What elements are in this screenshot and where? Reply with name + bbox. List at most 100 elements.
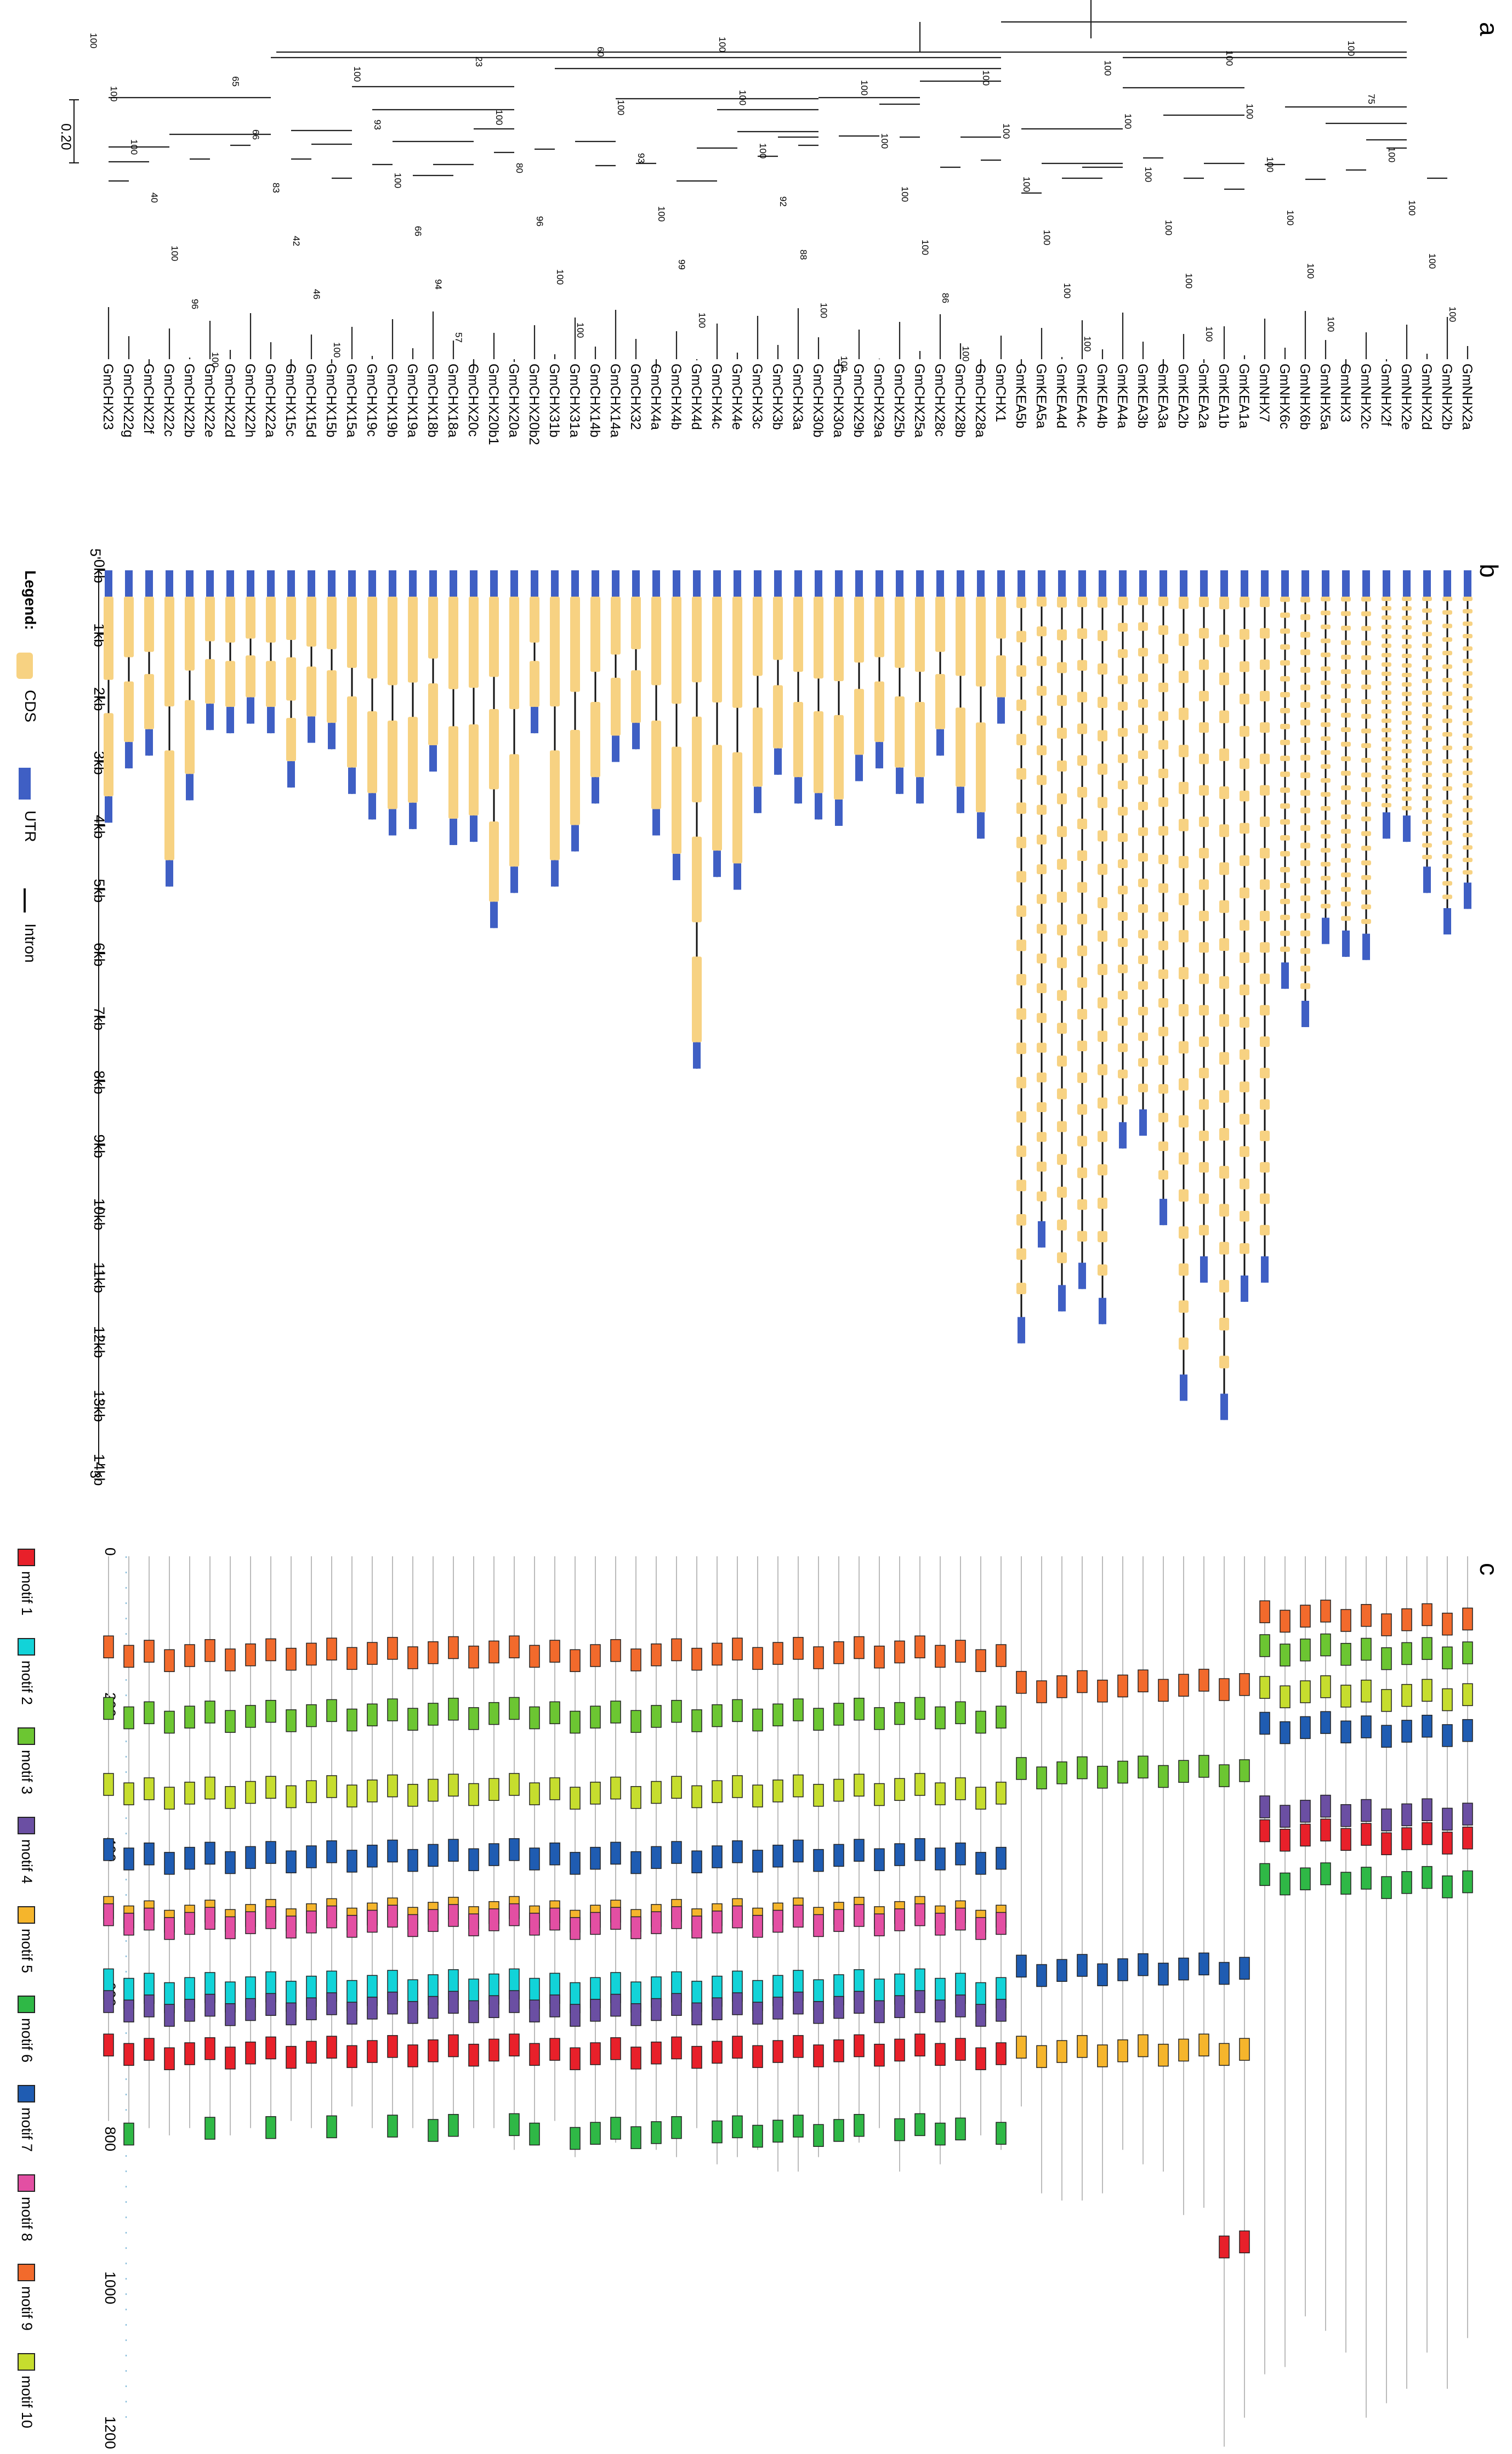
taxon-label: GmNHX3 xyxy=(1338,364,1353,422)
cds-exon xyxy=(1199,597,1209,608)
cds-exon xyxy=(1280,724,1290,729)
bootstrap-value: 100 xyxy=(1021,177,1032,192)
cds-exon xyxy=(1422,632,1432,637)
gene-model xyxy=(915,570,925,804)
motif-block xyxy=(914,1838,925,1861)
cds-exon xyxy=(1422,620,1432,625)
motif-block xyxy=(975,1649,986,1673)
utr-5 xyxy=(429,570,437,597)
protein-track xyxy=(1320,1556,1331,2331)
gene-model xyxy=(1382,570,1391,839)
motif-block xyxy=(874,1913,885,1936)
cds-exon xyxy=(1361,670,1371,675)
utr-5 xyxy=(1058,570,1066,597)
motif-block xyxy=(1117,1958,1128,1981)
gene-axis-tick-label: 14kb xyxy=(91,1454,107,1486)
bootstrap-value: 100 xyxy=(1224,50,1235,66)
utr-3 xyxy=(166,860,173,887)
motif-block xyxy=(1077,1670,1088,1693)
cds-exon xyxy=(1240,887,1249,899)
cds-exon xyxy=(1463,758,1473,763)
cds-exon xyxy=(205,597,215,642)
gene-model xyxy=(1158,570,1168,1226)
motif-block xyxy=(1259,1863,1270,1886)
cds-exon xyxy=(509,754,519,867)
panel-a-tree: 0.20100100100401009610065668342461001009… xyxy=(58,0,1475,445)
cds-exon xyxy=(1382,634,1391,639)
taxon-label: GmCHX30b xyxy=(810,364,826,438)
motif-block xyxy=(326,2036,337,2059)
protein-track xyxy=(1036,1556,1047,2194)
utr-3 xyxy=(1261,1256,1269,1283)
gene-model xyxy=(509,570,519,893)
cds-exon xyxy=(1098,964,1107,976)
cds-exon xyxy=(1077,1040,1087,1052)
motif-block xyxy=(894,2038,905,2062)
cds-exon xyxy=(1158,854,1168,865)
utr-3 xyxy=(1018,1317,1025,1344)
cds-exon xyxy=(1158,969,1168,979)
motif-block xyxy=(996,2122,1007,2145)
utr-5 xyxy=(450,570,457,597)
utr-5 xyxy=(1281,570,1289,597)
cds-exon xyxy=(1077,723,1087,734)
motif-block xyxy=(772,1909,783,1933)
motif-block xyxy=(1158,1679,1169,1702)
cds-exon xyxy=(1442,745,1452,750)
taxon-label: GmCHX20c xyxy=(465,364,481,437)
cds-exon xyxy=(1422,831,1432,836)
cds-exon xyxy=(1361,655,1371,660)
motif-block xyxy=(1280,1685,1291,1709)
utr-3 xyxy=(1301,1000,1309,1027)
motif-block xyxy=(874,1783,885,1806)
cds-exon xyxy=(1321,876,1331,881)
utr-5 xyxy=(957,570,964,597)
cds-exon xyxy=(1280,835,1290,841)
motif-block xyxy=(1340,1828,1351,1851)
motif-legend-swatch xyxy=(18,1817,35,1834)
motif-block xyxy=(996,2042,1007,2065)
cds-exon xyxy=(1057,826,1067,837)
motif-block xyxy=(265,1906,276,1929)
motif-block xyxy=(651,1846,662,1869)
motif-block xyxy=(448,1904,459,1927)
cds-exon xyxy=(1077,660,1087,671)
cds-exon xyxy=(1361,831,1371,836)
utr-5 xyxy=(774,570,782,597)
protein-track xyxy=(144,1556,155,2128)
gene-model xyxy=(1402,570,1412,842)
bootstrap-value: 94 xyxy=(433,279,444,290)
motif-block xyxy=(712,1997,723,2020)
cds-exon xyxy=(1402,758,1412,763)
motif-block xyxy=(488,1640,499,1664)
cds-exon xyxy=(1118,675,1128,684)
protein-track xyxy=(1259,1556,1270,2374)
motif-block xyxy=(1259,1711,1270,1735)
bootstrap-value: 100 xyxy=(88,33,99,48)
cds-exon xyxy=(1382,774,1391,779)
gene-model xyxy=(225,570,235,734)
motif-block xyxy=(854,1991,865,2014)
cds-exon xyxy=(489,597,499,677)
cds-exon xyxy=(1219,1204,1229,1217)
motif-block xyxy=(306,1997,317,2020)
cds-exon xyxy=(1422,773,1432,778)
cds-exon xyxy=(1463,671,1473,676)
protein-track xyxy=(164,1556,175,2135)
protein-track xyxy=(428,1556,439,2142)
motif-block xyxy=(448,1991,459,2014)
motif-block xyxy=(286,2002,297,2026)
taxon-label: GmCHX23 xyxy=(100,364,116,430)
tree-taxon-labels: GmCHX23 GmCHX22g GmCHX22f GmCHX22c GmCHX22b G… xyxy=(100,364,1475,445)
cds-exon xyxy=(1037,1191,1047,1202)
cds-exon xyxy=(1382,794,1391,798)
cds-exon xyxy=(489,821,499,902)
motif-block xyxy=(1361,1679,1372,1703)
protein-track xyxy=(225,1556,236,2135)
taxon-label: GmKEA3a xyxy=(1155,364,1170,428)
motif-block xyxy=(123,1782,134,1805)
motif-block xyxy=(975,2004,986,2027)
motif-block xyxy=(996,1912,1007,1935)
utr-5 xyxy=(1220,570,1228,597)
cds-exon xyxy=(1138,648,1148,657)
